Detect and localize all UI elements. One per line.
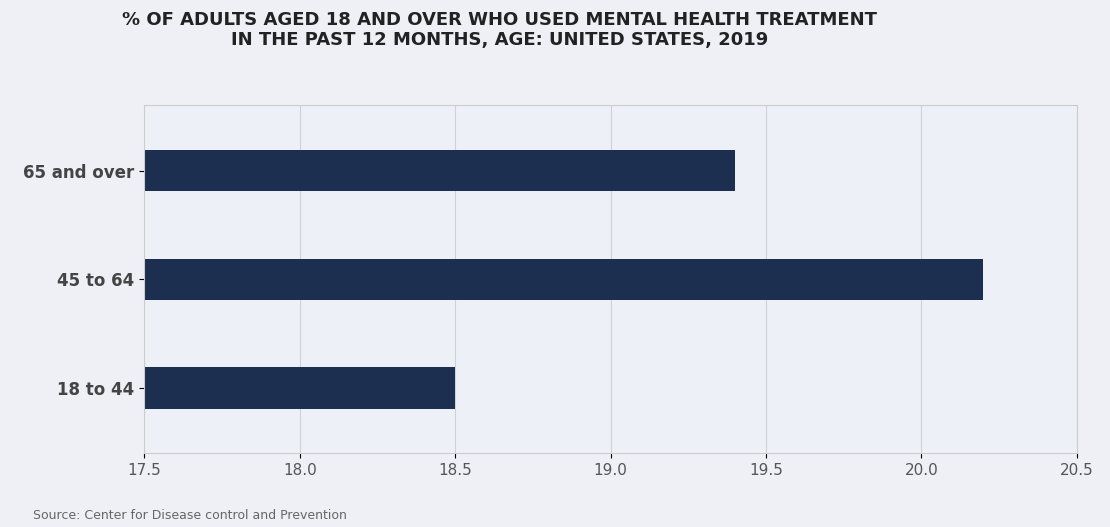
Bar [144, 259, 983, 300]
Bar [144, 367, 455, 408]
Bar [144, 150, 735, 191]
Text: % OF ADULTS AGED 18 AND OVER WHO USED MENTAL HEALTH TREATMENT
IN THE PAST 12 MON: % OF ADULTS AGED 18 AND OVER WHO USED ME… [122, 11, 877, 50]
Text: Source: Center for Disease control and Prevention: Source: Center for Disease control and P… [33, 509, 347, 522]
